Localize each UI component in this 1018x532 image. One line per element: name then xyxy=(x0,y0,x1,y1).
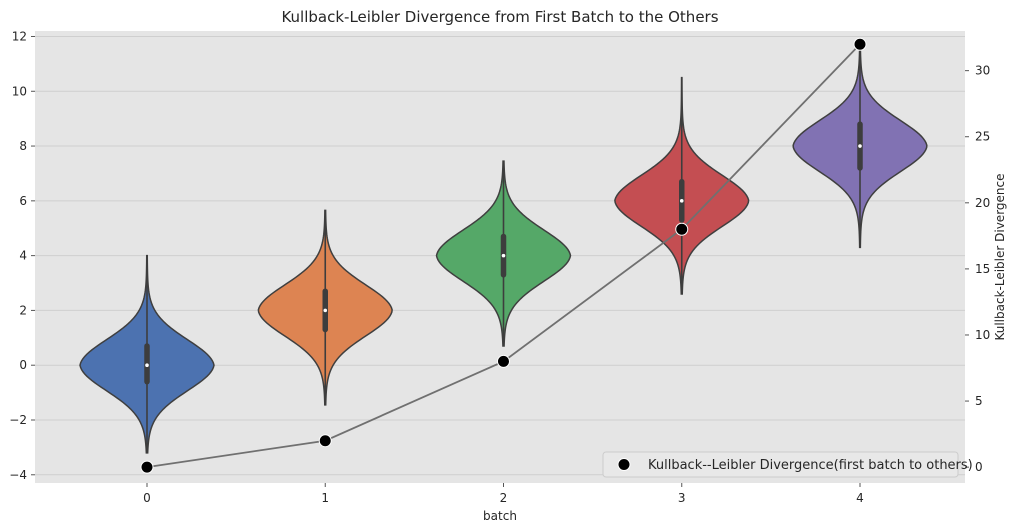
x-tick-label: 0 xyxy=(143,491,151,505)
x-tick-label: 4 xyxy=(856,491,864,505)
violins xyxy=(79,46,928,454)
kl-divergence-point xyxy=(318,434,332,448)
right-tick-label: 30 xyxy=(975,64,990,78)
right-tick-label: 15 xyxy=(975,262,990,276)
x-axis-label: batch xyxy=(483,509,517,523)
right-tick-label: 25 xyxy=(975,130,990,144)
left-y-axis: −4 −2 0 2 4 6 8 10 12 xyxy=(9,29,35,482)
right-tick-label: 5 xyxy=(975,394,983,408)
left-tick-label: −2 xyxy=(9,413,27,427)
x-tick-label: 3 xyxy=(678,491,686,505)
legend-box xyxy=(602,451,959,478)
violin-median xyxy=(145,363,149,368)
legend: Kullback--Leibler Divergence(first batch… xyxy=(602,451,973,478)
kl-divergence-point xyxy=(140,460,154,474)
left-tick-label: 12 xyxy=(12,29,27,43)
violin-median xyxy=(323,308,328,313)
violin-median xyxy=(679,199,684,203)
right-y-axis-label: Kullback-Leibler Divergence xyxy=(993,173,1007,340)
legend-marker xyxy=(617,458,631,471)
left-tick-label: 4 xyxy=(19,249,27,263)
right-y-axis: 0 5 10 15 20 25 30 xyxy=(965,64,990,474)
left-tick-label: 6 xyxy=(19,194,27,208)
violin-median xyxy=(858,144,862,148)
right-tick-label: 0 xyxy=(975,460,983,474)
legend-label: Kullback--Leibler Divergence(first batch… xyxy=(648,458,973,473)
left-tick-label: 8 xyxy=(19,139,27,153)
violin-median xyxy=(501,253,506,258)
right-tick-label: 10 xyxy=(975,328,990,342)
left-tick-label: 0 xyxy=(19,358,27,372)
kl-divergence-point xyxy=(853,37,867,51)
chart-title: Kullback-Leibler Divergence from First B… xyxy=(281,8,718,26)
kl-divergence-point xyxy=(497,354,510,368)
right-tick-label: 20 xyxy=(975,196,990,210)
left-tick-label: 10 xyxy=(12,84,27,98)
x-tick-label: 1 xyxy=(321,491,329,505)
kl-divergence-series xyxy=(140,37,867,474)
kl-divergence-point xyxy=(675,222,689,236)
left-tick-label: 2 xyxy=(19,303,27,317)
left-tick-label: −4 xyxy=(9,468,27,482)
x-axis: 0 1 2 3 4 xyxy=(143,483,864,505)
x-tick-label: 2 xyxy=(500,491,508,505)
